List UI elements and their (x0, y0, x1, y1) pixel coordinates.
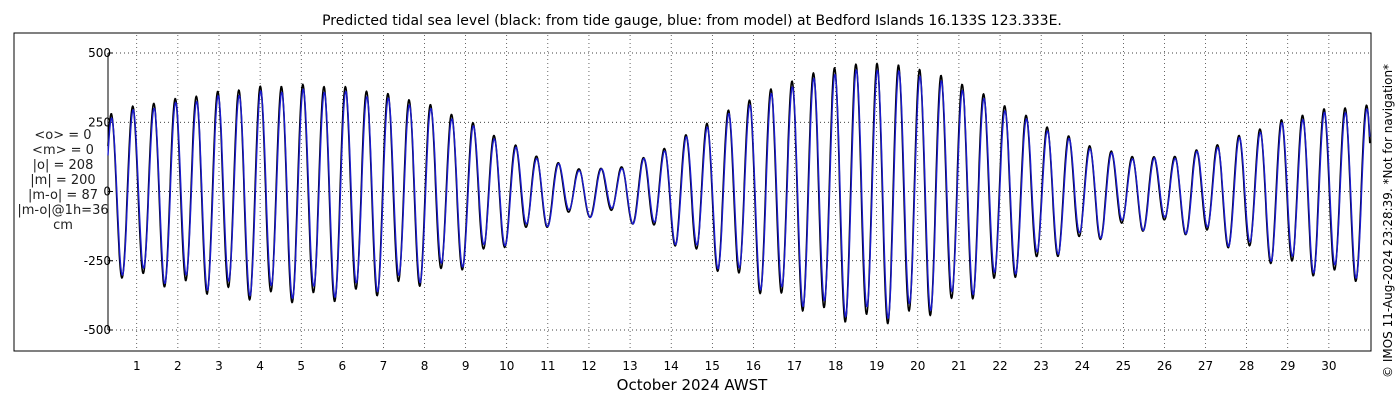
x-tick-label: 25 (1116, 359, 1131, 373)
x-tick-label: 7 (380, 359, 388, 373)
x-tick-label: 30 (1321, 359, 1336, 373)
x-tick-label: 9 (462, 359, 470, 373)
x-tick-label: 15 (705, 359, 720, 373)
series-group (107, 62, 1371, 325)
x-axis-label: October 2024 AWST (617, 376, 769, 394)
y-axis: 500 250 0 -250 -500 (84, 46, 113, 337)
stat-abs-diff-1h: |m-o|@1h=36 (17, 203, 109, 218)
plot-frame (13, 32, 1372, 352)
x-tick-label: 3 (215, 359, 223, 373)
x-tick-label: 2 (174, 359, 182, 373)
y-tick-label: 250 (88, 115, 111, 129)
x-tick-label: 5 (297, 359, 305, 373)
x-tick-label: 22 (992, 359, 1007, 373)
x-tick-label: 11 (540, 359, 555, 373)
x-tick-label: 19 (869, 359, 884, 373)
x-tick-label: 18 (828, 359, 843, 373)
series-model-line (107, 69, 1371, 319)
x-tick-label: 17 (787, 359, 802, 373)
y-tick-label: 500 (88, 46, 111, 60)
y-tick-label: -500 (84, 323, 111, 337)
stat-abs-diff: |m-o| = 87 (27, 188, 98, 203)
x-tick-label: 6 (338, 359, 346, 373)
x-tick-label: 4 (256, 359, 264, 373)
stat-mean-obs: <o> = 0 (34, 128, 92, 143)
x-tick-label: 14 (664, 359, 679, 373)
x-tick-label: 29 (1280, 359, 1295, 373)
stat-abs-obs: |o| = 208 (32, 158, 94, 173)
y-tick-label: -250 (84, 254, 111, 268)
x-tick-label: 28 (1239, 359, 1254, 373)
stats-panel: <o> = 0 <m> = 0 |o| = 208 |m| = 200 |m-o… (8, 128, 118, 233)
x-tick-label: 13 (622, 359, 637, 373)
x-tick-label: 26 (1157, 359, 1172, 373)
x-tick-label: 21 (951, 359, 966, 373)
x-tick-label: 20 (910, 359, 925, 373)
stat-mean-model: <m> = 0 (32, 143, 94, 158)
x-axis: 1 2 3 4 5 6 7 8 9 10 11 12 13 14 15 16 17 18 19 20 21 22 23 24 2… (133, 359, 1337, 373)
x-tick-label: 24 (1075, 359, 1090, 373)
x-tick-label: 27 (1198, 359, 1213, 373)
x-tick-label: 23 (1033, 359, 1048, 373)
x-tick-label: 16 (746, 359, 761, 373)
x-tick-label: 12 (581, 359, 596, 373)
copyright-note: © IMOS 11-Aug-2024 23:28:39. *Not for na… (1381, 64, 1395, 378)
x-tick-label: 8 (421, 359, 429, 373)
x-tick-label: 1 (133, 359, 141, 373)
stat-units: cm (53, 218, 73, 233)
chart-title: Predicted tidal sea level (black: from t… (322, 13, 1062, 29)
y-tick-label: 0 (103, 185, 111, 199)
stat-abs-model: |m| = 200 (30, 173, 96, 188)
x-tick-label: 10 (499, 359, 514, 373)
